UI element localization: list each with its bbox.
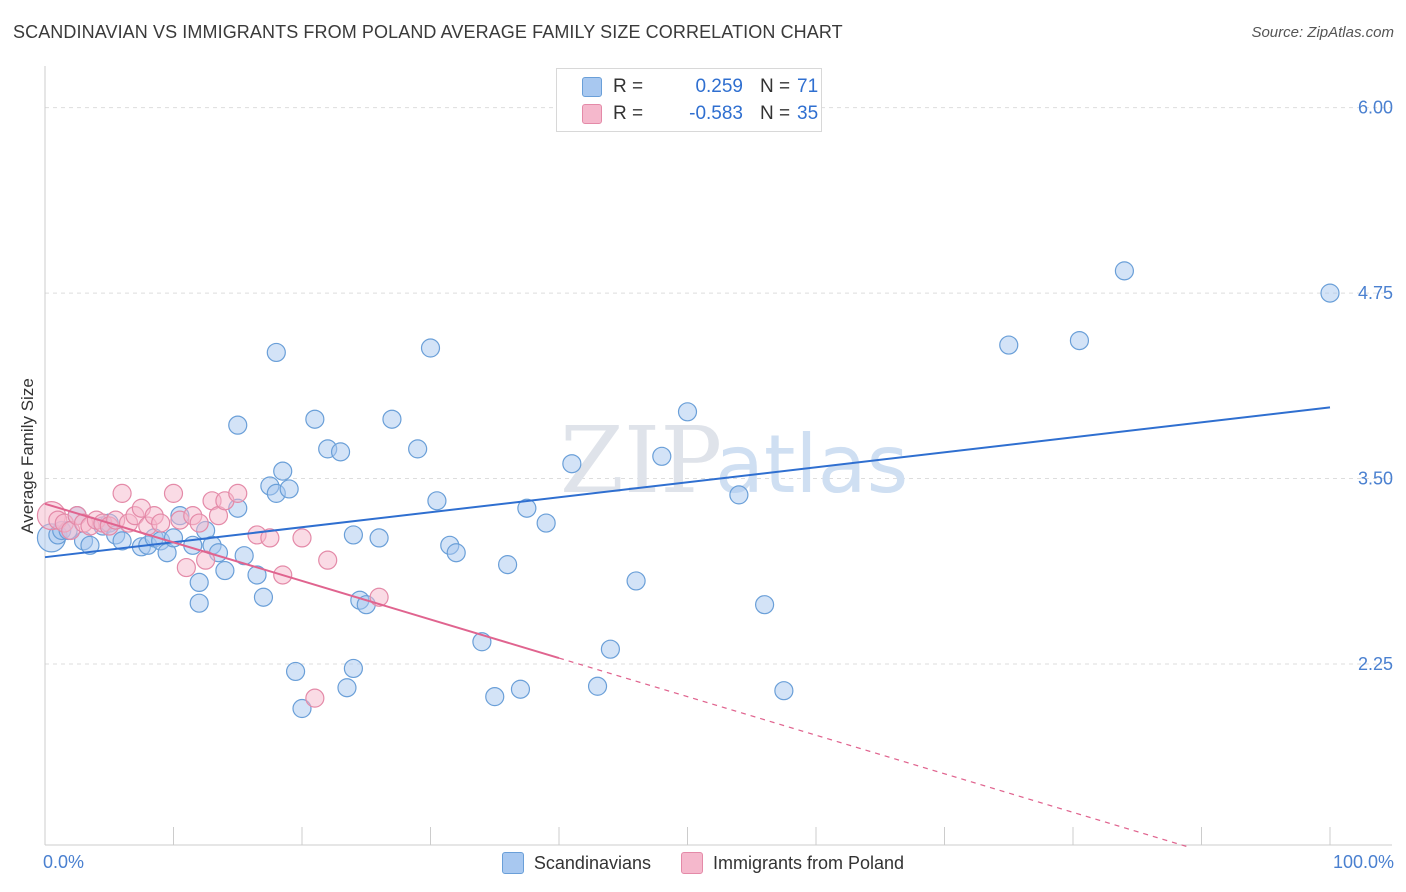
scandinavian-point (485, 687, 505, 707)
scandinavian-point (774, 681, 794, 701)
scandinavian-point (754, 595, 775, 615)
poland-point (189, 513, 209, 533)
scandinavian-point (189, 593, 209, 613)
chart-title: SCANDINAVIAN VS IMMIGRANTS FROM POLAND A… (13, 22, 843, 42)
stats-swatch-pink (582, 104, 602, 124)
scandinavian-point (626, 571, 646, 591)
stats-r-label: R = (613, 103, 644, 124)
scandinavian-point (517, 498, 537, 518)
scandinavian-point (189, 572, 209, 593)
y-tick-labels: 6.00 4.75 3.50 2.25 (1358, 98, 1393, 674)
poland-point (163, 483, 184, 503)
scandinavian-point (1320, 283, 1340, 303)
legend-label: Scandinavians (533, 852, 651, 873)
poland-point (228, 483, 248, 503)
scandinavian-point (285, 661, 306, 682)
poland-point (292, 528, 312, 548)
poland-point (112, 483, 132, 503)
stats-swatch-blue (582, 77, 602, 97)
scandinavian-point (510, 679, 531, 699)
scandinavian-point (343, 658, 363, 679)
stats-n-label: N = (760, 103, 791, 124)
scandinavian-point (330, 442, 351, 462)
scandinavian-point (1069, 330, 1090, 351)
stats-legend: R = 0.259 N = 71 R = -0.583 N = 35 (556, 68, 822, 132)
scandinavian-point (228, 415, 248, 435)
stats-n-value: 71 (797, 76, 819, 97)
scandinavian-point (234, 546, 254, 566)
y-tick-label: 6.00 (1358, 98, 1393, 118)
stats-n-label: N = (760, 76, 791, 97)
stats-r-value: -0.583 (689, 103, 743, 124)
trend-lines (44, 406, 1331, 848)
stats-r-label: R = (613, 76, 644, 97)
y-tick-label: 4.75 (1358, 283, 1393, 303)
y-tick-label: 3.50 (1358, 469, 1393, 489)
poland-point (318, 550, 338, 570)
scandinavian-point (369, 528, 389, 548)
poland-trend-line (44, 502, 560, 660)
series-legend: Scandinavians Immigrants from Poland (0, 852, 1406, 874)
x-tick-min: 0.0% (43, 852, 85, 872)
poland-point (305, 688, 325, 708)
scandinavian-point (652, 446, 672, 466)
scandinavian-point (1114, 261, 1135, 281)
scandinavian-point (446, 543, 466, 563)
stats-r-value: 0.259 (695, 76, 743, 97)
poland-point (151, 513, 171, 533)
legend-swatch-blue (501, 852, 524, 874)
scandinavian-point (305, 409, 325, 429)
scandinavian-point (279, 479, 299, 499)
scandinavian-point (80, 535, 100, 555)
scandinavian-point (343, 525, 363, 545)
scandinavian-point (536, 513, 556, 533)
watermark-zip: ZIP (560, 407, 722, 514)
y-tick-label: 2.25 (1358, 654, 1393, 674)
scandinavian-trend-line (44, 406, 1331, 559)
scandinavian-point (253, 587, 274, 607)
scandinavian-point (587, 676, 608, 696)
data-points (36, 261, 1340, 719)
scandinavian-point (337, 678, 357, 698)
axes (44, 66, 1392, 846)
scandinavian-point (729, 485, 749, 505)
scandinavian-point (999, 335, 1019, 355)
scandinavian-point (247, 565, 267, 585)
scandinavian-point (273, 461, 293, 481)
scandinavian-point (215, 560, 235, 581)
x-tick-max: 100.0% (1332, 852, 1394, 872)
scandinavian-point (408, 439, 428, 459)
gridlines (45, 107, 1392, 665)
legend-item-scandinavians[interactable]: Scandinavians (501, 852, 651, 874)
scandinavian-point (112, 531, 132, 551)
poland-point (176, 557, 196, 578)
legend-item-poland[interactable]: Immigrants from Poland (681, 852, 904, 874)
poland-trend-extension (558, 657, 1189, 848)
scandinavian-point (562, 454, 582, 474)
scandinavian-point (292, 698, 312, 719)
scandinavian-point (677, 402, 698, 422)
scandinavian-point (420, 338, 441, 358)
scandinavian-point (266, 342, 286, 363)
stats-n-value: 35 (797, 103, 819, 124)
poland-point (260, 528, 280, 548)
legend-label: Immigrants from Poland (713, 852, 905, 873)
source-label: Source: ZipAtlas.com (1251, 24, 1394, 41)
scandinavian-point (498, 555, 518, 575)
legend-swatch-pink (681, 852, 703, 874)
scandinavian-point (382, 409, 402, 429)
scandinavian-point (427, 491, 447, 511)
scandinavian-point (600, 639, 621, 659)
